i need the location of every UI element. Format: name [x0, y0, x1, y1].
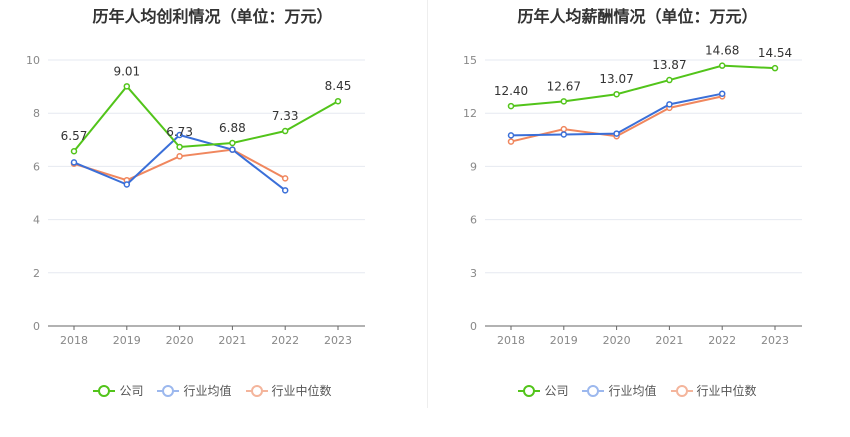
series-line-company	[510, 64, 776, 108]
legend-item-company[interactable]: 公司	[93, 382, 143, 399]
series-line-industry-avg	[510, 92, 723, 137]
legend-item-industry-median[interactable]: 行业中位数	[245, 382, 332, 399]
legend-label: 公司	[544, 384, 569, 398]
chart-title: 历年人均薪酬情况（单位：万元）	[517, 7, 758, 26]
data-point-company	[281, 127, 289, 135]
series-line-company	[73, 84, 339, 152]
legend-item-company[interactable]: 公司	[518, 382, 568, 399]
data-label: 14.54	[758, 46, 792, 60]
legend-label: 行业中位数	[696, 384, 757, 398]
x-tick-label: 2018	[497, 334, 525, 347]
data-point-industry-avg	[281, 187, 289, 194]
data-point-company	[613, 90, 620, 98]
data-point-industry-median	[281, 175, 289, 182]
data-point-company	[334, 97, 342, 105]
y-tick-label: 15	[463, 54, 477, 67]
data-point-company	[771, 64, 779, 72]
y-tick-label: 9	[470, 160, 477, 173]
chart-title: 历年人均创利情况（单位：万元）	[92, 7, 333, 26]
data-label: 14.68	[705, 44, 739, 58]
y-tick-label: 6	[33, 160, 40, 173]
series-line-industry-avg	[73, 133, 286, 192]
y-tick-label: 6	[470, 214, 477, 227]
x-tick-label: 2022	[271, 334, 299, 347]
data-point-company	[70, 147, 78, 155]
data-point-company	[229, 139, 236, 147]
data-point-industry-median	[507, 138, 515, 145]
x-tick-label: 2022	[708, 334, 736, 347]
x-tick-label: 2019	[550, 334, 578, 347]
data-point-industry-avg	[70, 159, 78, 166]
data-point-industry-avg	[560, 131, 568, 138]
legend-label: 行业中位数	[271, 384, 332, 398]
data-label: 6.73	[166, 125, 193, 139]
chart-legend: 公司 行业均值 行业中位数	[425, 382, 850, 399]
data-point-industry-avg	[718, 90, 726, 97]
x-tick-label: 2023	[324, 334, 352, 347]
data-label: 9.01	[113, 64, 140, 78]
y-tick-label: 0	[470, 320, 477, 333]
x-tick-label: 2018	[60, 334, 88, 347]
legend-company-icon	[93, 384, 116, 397]
legend-item-industry-median[interactable]: 行业中位数	[670, 382, 757, 399]
data-point-industry-avg	[176, 131, 183, 139]
data-point-company	[176, 143, 183, 151]
data-point-industry-median	[560, 125, 568, 133]
legend-median-icon	[670, 384, 693, 397]
x-tick-label: 2020	[603, 334, 631, 347]
x-tick-label: 2021	[655, 334, 683, 347]
y-tick-label: 10	[26, 54, 40, 67]
legend-label: 行业均值	[608, 384, 657, 398]
legend-item-industry-avg[interactable]: 行业均值	[582, 382, 657, 399]
chart-plot: 0 2 4 6 8 10 2018 2019 2020 2021 2022 2023 6.57 9.01 6…	[26, 54, 365, 347]
x-tick-label: 2019	[113, 334, 141, 347]
y-tick-label: 0	[33, 320, 40, 333]
legend-item-industry-avg[interactable]: 行业均值	[157, 382, 232, 399]
legend-avg-icon	[157, 384, 180, 397]
panel-divider	[427, 0, 428, 408]
data-label: 13.87	[652, 58, 686, 72]
y-tick-label: 8	[33, 107, 40, 120]
x-tick-label: 2020	[166, 334, 194, 347]
data-point-industry-avg	[613, 130, 620, 137]
data-point-company	[560, 98, 568, 105]
legend-avg-icon	[582, 384, 605, 397]
salary-per-capita-chart: 历年人均薪酬情况（单位：万元） 0 3 6 9 12 15 2018 2019 2020 2021…	[425, 0, 850, 437]
data-label: 7.33	[272, 109, 299, 123]
data-label: 12.67	[547, 79, 581, 93]
data-label: 6.57	[61, 129, 88, 143]
data-point-company	[718, 62, 726, 69]
data-label: 8.45	[325, 79, 352, 93]
data-point-industry-avg	[666, 101, 673, 108]
y-tick-label: 12	[463, 107, 477, 120]
y-tick-label: 2	[33, 267, 40, 280]
legend-label: 行业均值	[183, 384, 232, 398]
data-point-company	[123, 83, 131, 90]
profit-per-capita-chart: 历年人均创利情况（单位：万元） 0 2 4 6 8 10 2018 2019 2020 2021 2…	[0, 7, 425, 399]
y-tick-label: 4	[33, 214, 40, 227]
x-tick-label: 2023	[761, 334, 789, 347]
data-label: 6.88	[219, 121, 246, 135]
x-tick-label: 2021	[218, 334, 246, 347]
chart-legend: 公司 行业均值 行业中位数	[0, 382, 425, 399]
y-tick-label: 3	[470, 267, 477, 280]
data-point-industry-avg	[507, 132, 515, 139]
legend-company-icon	[518, 384, 541, 397]
data-label: 13.07	[599, 72, 633, 86]
data-point-company	[507, 102, 515, 110]
data-point-industry-median	[176, 153, 183, 160]
legend-label: 公司	[119, 384, 144, 398]
data-label: 12.40	[494, 84, 528, 98]
data-point-industry-avg	[123, 181, 131, 188]
chart-plot: 0 3 6 9 12 15 2018 2019 2020 2021 2022 2023 12.40 12.…	[463, 44, 802, 347]
data-point-company	[666, 76, 673, 84]
legend-median-icon	[245, 384, 268, 397]
data-point-industry-avg	[229, 146, 236, 153]
